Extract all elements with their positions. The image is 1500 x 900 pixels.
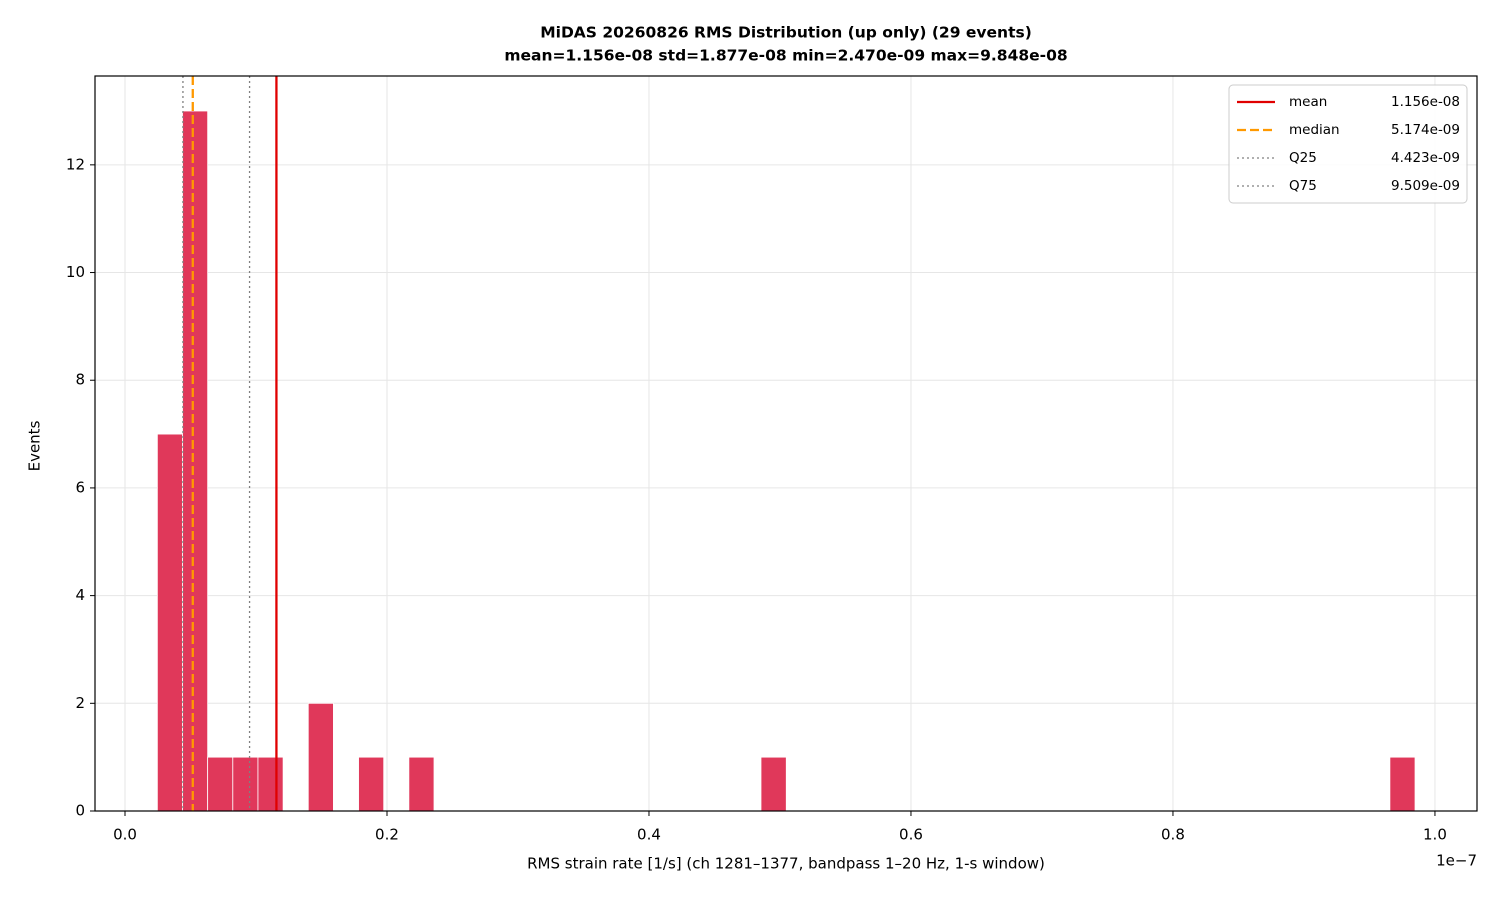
legend-label: Q75 — [1289, 178, 1317, 194]
x-tick-label: 0.6 — [899, 826, 923, 844]
legend-label: Q25 — [1289, 150, 1317, 166]
axes-frame — [94, 75, 1478, 812]
y-tick-label: 12 — [66, 155, 85, 173]
y-tick-label: 4 — [75, 586, 85, 604]
bar — [358, 756, 385, 812]
legend-value: 4.423e-09 — [1391, 150, 1460, 166]
x-tick-label: 0.0 — [113, 826, 137, 844]
y-tick-label: 10 — [66, 263, 85, 281]
chart-subtitle: mean=1.156e-08 std=1.877e-08 min=2.470e-… — [504, 47, 1067, 65]
x-tick-label: 0.8 — [1161, 826, 1185, 844]
legend-value: 1.156e-08 — [1391, 94, 1460, 110]
legend-value: 9.509e-09 — [1391, 178, 1460, 194]
legend-box — [1228, 84, 1468, 204]
bar — [408, 756, 435, 812]
bar — [182, 110, 209, 812]
chart-title: MiDAS 20260826 RMS Distribution (up only… — [540, 24, 1032, 42]
x-offset-label: 1e−7 — [1436, 852, 1477, 870]
bar — [156, 433, 183, 812]
y-tick-label: 6 — [75, 478, 85, 496]
bar — [257, 756, 284, 812]
x-tick-label: 0.2 — [375, 826, 399, 844]
y-tick-label: 2 — [75, 694, 85, 712]
legend-label: mean — [1289, 94, 1327, 110]
y-tick-label: 0 — [75, 802, 85, 820]
bar — [232, 756, 259, 812]
x-tick-label: 1.0 — [1423, 826, 1447, 844]
y-axis-label: Events — [26, 420, 44, 471]
x-axis-label: RMS strain rate [1/s] (ch 1281–1377, ban… — [527, 855, 1045, 873]
bar — [307, 702, 334, 812]
bar — [207, 756, 234, 812]
legend-label: median — [1289, 122, 1340, 138]
bar — [1389, 756, 1416, 812]
bar — [760, 756, 787, 812]
legend-value: 5.174e-09 — [1391, 122, 1460, 138]
x-tick-label: 0.4 — [637, 826, 661, 844]
y-tick-label: 8 — [75, 371, 85, 389]
